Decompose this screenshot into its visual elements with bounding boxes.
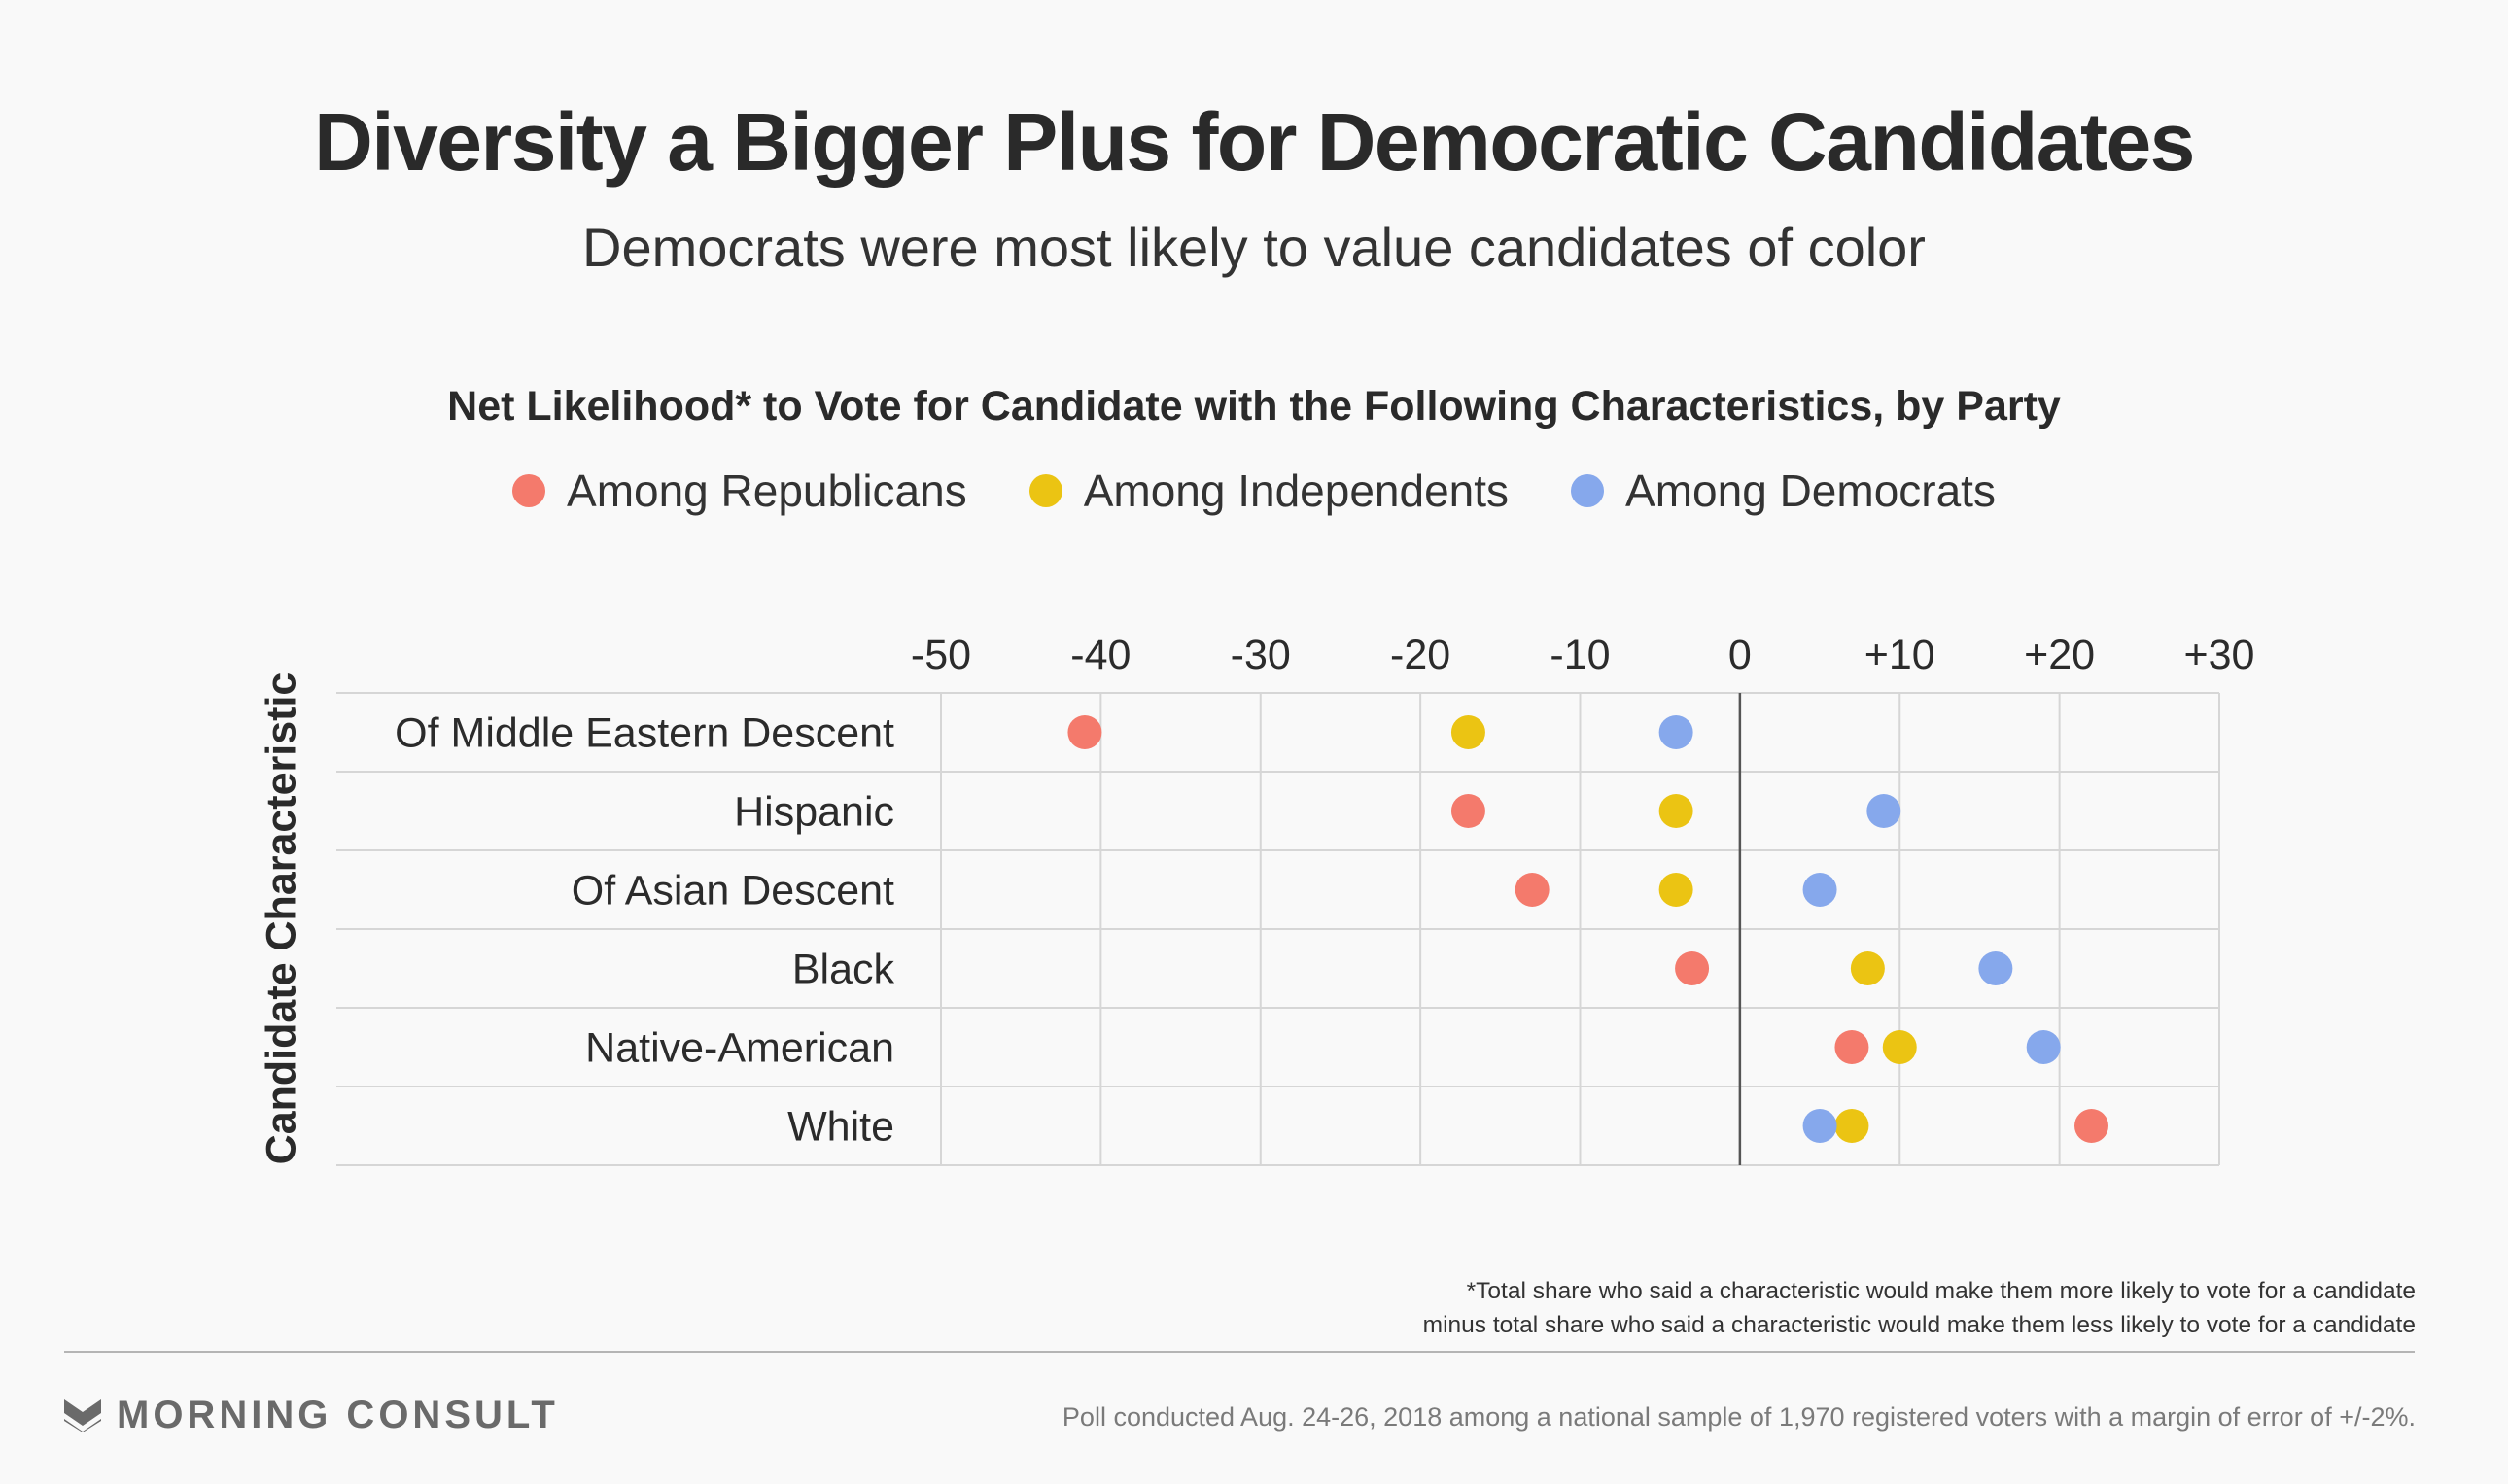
x-tick-label: -10 [1550,632,1610,678]
data-point-among-independents [1658,794,1693,828]
x-tick-label: +10 [1864,632,1935,678]
data-point-among-democrats [1802,873,1837,907]
x-tick-label: -40 [1070,632,1131,678]
data-point-among-republicans [1515,873,1550,907]
brand-logo: MORNING CONSULT [64,1394,559,1437]
data-point-among-independents [1882,1030,1917,1064]
data-point-among-independents [1850,951,1885,985]
data-point-among-democrats [1658,715,1693,749]
legend-label-republicans: Among Republicans [567,466,967,516]
chart-legend: Among Republicans Among Independents Amo… [0,465,2508,517]
footnote-line-1: *Total share who said a characteristic w… [1466,1278,2416,1304]
footnote-line-2: minus total share who said a characteris… [1422,1312,2416,1338]
data-point-among-democrats [2026,1030,2061,1064]
data-point-among-independents [1658,873,1693,907]
x-tick-label: 0 [1728,632,1752,678]
morning-consult-chevron-icon [64,1398,101,1432]
legend-item-republicans: Among Republicans [512,465,967,517]
category-label: Hispanic [734,789,894,836]
data-point-among-republicans [1675,951,1710,985]
category-label: White [787,1104,894,1151]
page-title: Diversity a Bigger Plus for Democratic C… [314,96,2195,188]
data-point-among-democrats [1978,951,2013,985]
chart-title: Net Likelihood* to Vote for Candidate wi… [447,383,2061,430]
footnote: *Total share who said a characteristic w… [1055,1274,2416,1342]
legend-item-democrats: Among Democrats [1571,465,1996,517]
x-tick-label: -30 [1231,632,1291,678]
category-label: Of Middle Eastern Descent [395,710,894,757]
data-point-among-republicans [2074,1109,2108,1143]
x-tick-label: -50 [911,632,971,678]
brand-name: MORNING CONSULT [117,1394,559,1436]
data-point-among-republicans [1067,715,1102,749]
x-tick-label: +30 [2184,632,2255,678]
data-point-among-independents [1450,715,1485,749]
source-note: Poll conducted Aug. 24-26, 2018 among a … [1062,1402,2416,1432]
category-label: Native-American [585,1025,894,1072]
data-point-among-democrats [1802,1109,1837,1143]
footer-divider [64,1351,2415,1353]
data-point-among-independents [1834,1109,1869,1143]
data-point-among-republicans [1450,794,1485,828]
x-tick-label: +20 [2024,632,2095,678]
category-label: Of Asian Descent [572,868,894,915]
legend-swatch-democrats [1571,474,1605,507]
legend-swatch-republicans [512,474,546,507]
legend-label-independents: Among Independents [1083,466,1510,516]
legend-swatch-independents [1028,474,1062,507]
legend-label-democrats: Among Democrats [1625,466,1996,516]
data-point-among-democrats [1866,794,1901,828]
data-point-among-republicans [1834,1030,1869,1064]
legend-item-independents: Among Independents [1028,465,1510,517]
x-tick-label: -20 [1390,632,1450,678]
category-label: Black [792,947,895,993]
page-subtitle: Democrats were most likely to value cand… [582,217,1926,278]
